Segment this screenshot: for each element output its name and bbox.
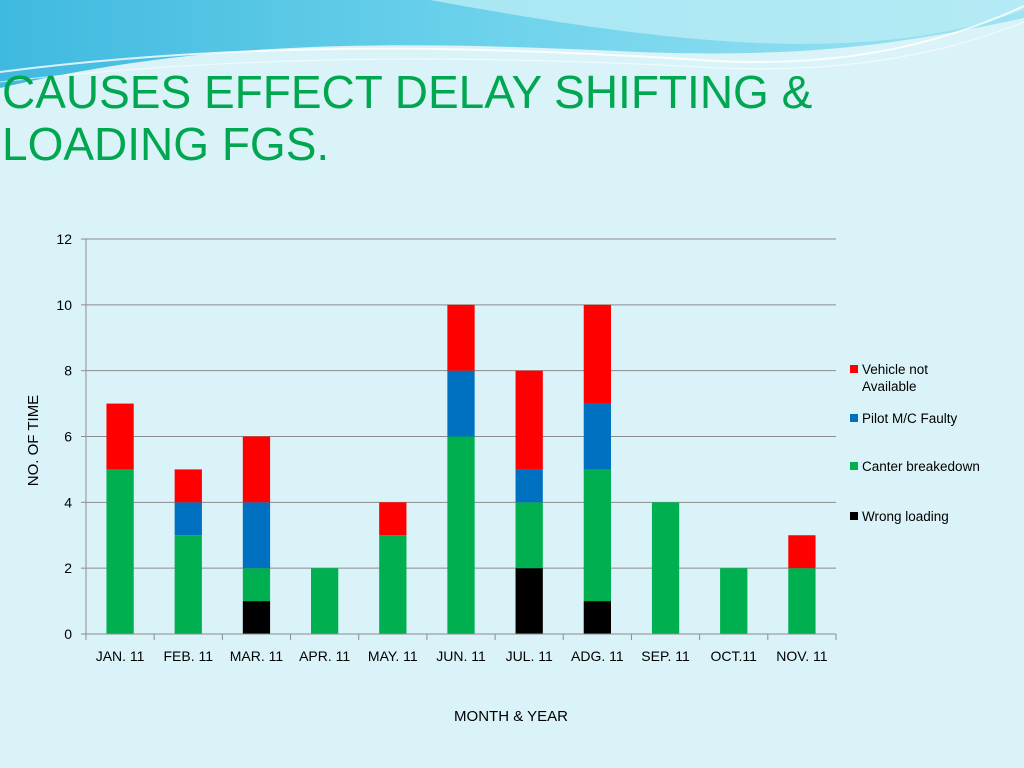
x-axis-title: MONTH & YEAR bbox=[454, 708, 568, 725]
bar-segment-canter-breakedown-mar-11 bbox=[242, 568, 271, 602]
bar-segment-pilot-m-c-faulty-feb-11 bbox=[174, 502, 202, 536]
x-tick-label: MAY. 11 bbox=[368, 648, 418, 664]
y-tick-label: 6 bbox=[64, 429, 72, 445]
bar-segment-vehicle-not-available-feb-11 bbox=[174, 469, 202, 503]
bar-segment-canter-breakedown-jan-11 bbox=[106, 469, 134, 634]
legend: Vehicle not Available Pilot M/C Faulty Cant… bbox=[850, 362, 980, 524]
legend-label: Vehicle not Available bbox=[862, 362, 928, 394]
bars bbox=[106, 304, 816, 634]
bar-segment-pilot-m-c-faulty-jul-11 bbox=[515, 469, 543, 503]
x-tick-label: JAN. 11 bbox=[96, 648, 145, 664]
x-tick-label: OCT.11 bbox=[711, 648, 758, 664]
axes bbox=[85, 239, 837, 640]
y-tick-label: 8 bbox=[64, 363, 72, 379]
bar-segment-vehicle-not-available-jan-11 bbox=[106, 403, 134, 470]
y-tick-label: 4 bbox=[64, 494, 72, 510]
legend-swatch bbox=[850, 414, 858, 422]
bar-segment-vehicle-not-available-mar-11 bbox=[242, 436, 271, 503]
bar-segment-canter-breakedown-apr-11 bbox=[311, 568, 339, 634]
legend-swatch bbox=[850, 512, 858, 520]
legend-label: Pilot M/C Faulty bbox=[862, 411, 958, 426]
bar-segment-canter-breakedown-may-11 bbox=[379, 535, 407, 634]
bar-segment-wrong-loading-mar-11 bbox=[242, 601, 271, 634]
slide-title: CAUSES EFFECT DELAY SHIFTING & LOADING F… bbox=[2, 66, 813, 170]
bar-segment-canter-breakedown-oct-11 bbox=[720, 568, 748, 634]
x-tick-label: FEB. 11 bbox=[163, 648, 213, 664]
x-tick-label: APR. 11 bbox=[299, 648, 350, 664]
x-tick-labels: JAN. 11 FEB. 11 MAR. 11 APR. 11 MAY. 11 JUN. … bbox=[96, 648, 828, 664]
legend-label: Wrong loading bbox=[862, 509, 949, 524]
bar-segment-canter-breakedown-nov-11 bbox=[788, 568, 816, 634]
bar-segment-canter-breakedown-sep-11 bbox=[651, 502, 680, 634]
legend-swatch bbox=[850, 365, 858, 373]
y-tick-label: 2 bbox=[64, 560, 72, 576]
bar-segment-vehicle-not-available-nov-11 bbox=[788, 535, 816, 569]
legend-label: Canter breakedown bbox=[862, 459, 980, 474]
bar-segment-vehicle-not-available-may-11 bbox=[379, 502, 407, 536]
x-tick-label: SEP. 11 bbox=[641, 648, 690, 664]
x-tick-label: JUL. 11 bbox=[506, 648, 553, 664]
bar-segment-vehicle-not-available-jul-11 bbox=[515, 370, 543, 470]
x-tick-label: MAR. 11 bbox=[230, 648, 284, 664]
y-tick-labels: 0 2 4 6 8 10 12 bbox=[56, 231, 72, 642]
bar-segment-wrong-loading-adg-11 bbox=[583, 601, 611, 634]
y-tick-label: 12 bbox=[56, 231, 72, 247]
bar-segment-canter-breakedown-jun-11 bbox=[447, 436, 475, 634]
legend-swatch bbox=[850, 462, 858, 470]
y-tick-label: 10 bbox=[56, 297, 72, 313]
x-tick-label: NOV. 11 bbox=[776, 648, 828, 664]
bar-segment-canter-breakedown-feb-11 bbox=[174, 535, 202, 634]
bar-segment-canter-breakedown-jul-11 bbox=[515, 502, 543, 569]
bar-segment-pilot-m-c-faulty-mar-11 bbox=[242, 502, 271, 569]
bar-segment-wrong-loading-jul-11 bbox=[515, 568, 543, 634]
y-tick-label: 0 bbox=[64, 626, 72, 642]
bar-segment-pilot-m-c-faulty-adg-11 bbox=[583, 403, 611, 470]
y-axis-title: NO. OF TIME bbox=[25, 395, 42, 486]
bar-segment-vehicle-not-available-jun-11 bbox=[447, 304, 475, 371]
x-tick-label: ADG. 11 bbox=[571, 648, 624, 664]
x-tick-label: JUN. 11 bbox=[436, 648, 486, 664]
bar-segment-canter-breakedown-adg-11 bbox=[583, 469, 611, 602]
bar-segment-pilot-m-c-faulty-jun-11 bbox=[447, 370, 475, 437]
bar-segment-vehicle-not-available-adg-11 bbox=[583, 304, 611, 404]
